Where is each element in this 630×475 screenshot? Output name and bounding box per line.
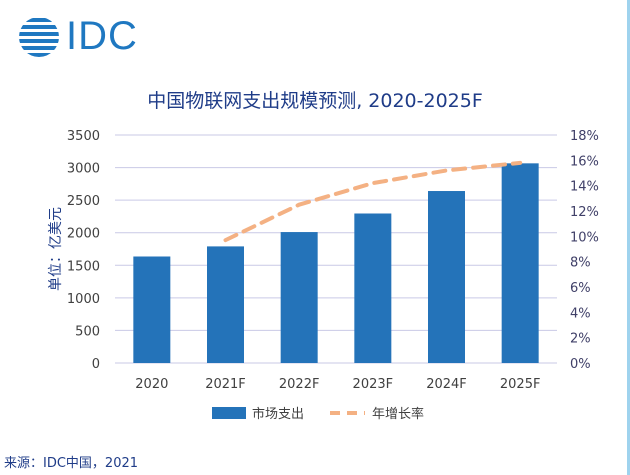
- y2-tick-label: 2%: [570, 332, 591, 347]
- y2-tick-label: 12%: [570, 205, 599, 220]
- globe-icon: [19, 17, 59, 57]
- y-tick-label: 3000: [67, 162, 100, 177]
- y2-tick-label: 4%: [570, 306, 591, 321]
- y-tick-label: 0: [92, 357, 100, 372]
- bar: [207, 246, 244, 363]
- y2-tick-label: 18%: [570, 129, 599, 144]
- x-tick-label: 2024F: [426, 377, 467, 392]
- y2-tick-label: 0%: [570, 357, 591, 372]
- y2-tick-label: 6%: [570, 281, 591, 296]
- y-tick-label: 3500: [67, 129, 100, 144]
- y2-tick-label: 10%: [570, 230, 599, 245]
- legend-bar-label: 市场支出: [252, 406, 304, 422]
- bar: [428, 191, 465, 363]
- y-tick-label: 1000: [67, 292, 100, 307]
- x-tick-label: 2023F: [353, 377, 394, 392]
- y-tick-label: 500: [75, 324, 100, 339]
- chart-title: 中国物联网支出规模预测, 2020-2025F: [147, 90, 483, 112]
- bar: [280, 232, 318, 363]
- bar: [354, 213, 392, 363]
- y-axis-label: 单位：亿美元: [48, 207, 64, 291]
- chart-plot: 0 500 1000 1500 2000 2500 3000 3500 0% 2% 4% 6% 8% 10…: [48, 129, 599, 422]
- x-tick-label: 2021F: [205, 377, 246, 392]
- y2-tick-label: 16%: [570, 154, 599, 169]
- legend-line-label: 年增长率: [372, 406, 424, 422]
- x-tick-label: 2025F: [500, 377, 541, 392]
- y2-tick-label: 8%: [570, 256, 591, 271]
- y-tick-label: 2000: [67, 227, 100, 242]
- source-note: 来源：IDC中国，2021: [4, 456, 139, 471]
- bar: [501, 163, 539, 363]
- bar: [133, 256, 171, 363]
- legend-bar-swatch: [212, 407, 246, 419]
- logo-text: IDC: [66, 14, 138, 58]
- idc-logo: IDC: [18, 14, 138, 59]
- y-tick-label: 2500: [67, 194, 100, 209]
- x-tick-label: 2022F: [279, 377, 320, 392]
- y-tick-label: 1500: [67, 259, 100, 274]
- x-tick-label: 2020: [135, 377, 168, 392]
- y2-tick-label: 14%: [570, 180, 599, 195]
